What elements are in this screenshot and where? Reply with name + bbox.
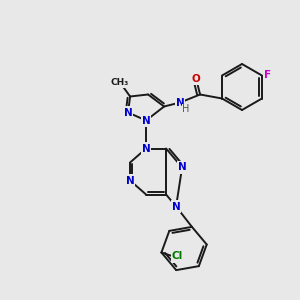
Text: N: N	[142, 116, 151, 125]
Text: CH₃: CH₃	[111, 78, 129, 87]
Text: N: N	[178, 163, 187, 172]
Text: N: N	[142, 143, 151, 154]
Text: N: N	[176, 98, 184, 107]
Text: N: N	[172, 202, 181, 212]
Text: F: F	[264, 70, 272, 80]
Text: Cl: Cl	[172, 251, 183, 262]
Text: N: N	[126, 176, 134, 185]
Text: O: O	[192, 74, 200, 83]
Text: H: H	[182, 104, 190, 115]
Text: N: N	[124, 107, 133, 118]
